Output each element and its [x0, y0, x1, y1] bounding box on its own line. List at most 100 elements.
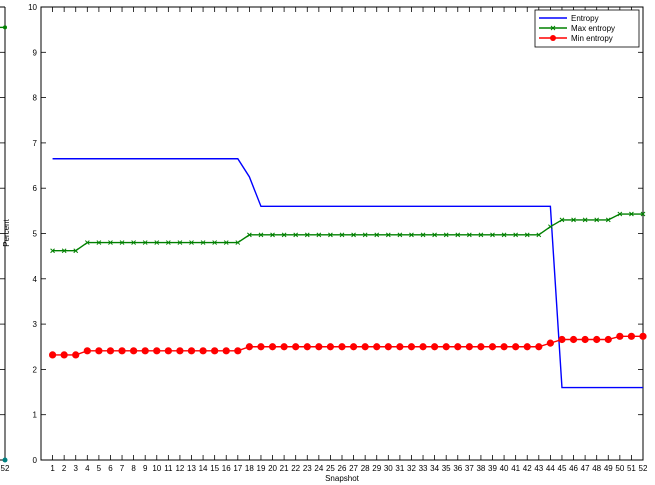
y-tick-label: 5 [33, 230, 38, 239]
data-point [443, 232, 449, 238]
x-tick-label: 25 [326, 464, 335, 473]
x-tick-label: 4 [85, 464, 90, 473]
data-point [177, 240, 183, 245]
data-point [50, 248, 55, 254]
data-point [465, 343, 473, 351]
data-point [385, 232, 391, 238]
marker-stroke [385, 232, 391, 238]
marker-stroke [559, 217, 565, 223]
data-point [211, 347, 219, 355]
data-point [245, 343, 253, 351]
data-point [361, 343, 369, 351]
x-tick-label: 31 [395, 464, 404, 473]
data-point [466, 232, 472, 238]
marker-stroke [513, 232, 519, 238]
x-tick-label: 52 [639, 464, 648, 473]
data-point [268, 343, 277, 351]
x-tick-label: 49 [604, 464, 613, 473]
data-point [454, 343, 462, 351]
x-tick-label: 46 [569, 464, 578, 473]
data-point [212, 240, 218, 245]
marker-stroke [328, 232, 333, 238]
x-tick-label: 9 [143, 464, 148, 473]
data-point [571, 217, 576, 223]
data-point [604, 335, 612, 344]
data-point [349, 343, 358, 351]
data-point [222, 347, 230, 355]
x-tick-label: 40 [500, 464, 509, 473]
data-point [373, 343, 381, 351]
data-point [84, 240, 90, 245]
data-point [455, 232, 461, 238]
x-tick-label: 36 [453, 464, 462, 473]
x-tick-label: 51 [627, 464, 636, 473]
marker-stroke [629, 211, 634, 217]
x-tick-label: 37 [465, 464, 474, 473]
x-tick-label: 34 [430, 464, 439, 473]
y-tick-label: 7 [33, 139, 38, 148]
marker-stroke [281, 232, 287, 238]
data-point [316, 232, 322, 238]
marker-stroke [154, 240, 160, 245]
data-point [362, 232, 368, 238]
x-tick-label: 22 [291, 464, 300, 473]
marker-stroke [84, 240, 90, 245]
data-point [141, 347, 149, 355]
data-point [524, 232, 530, 238]
data-point [442, 343, 450, 351]
marker-stroke [524, 232, 530, 238]
data-point [536, 232, 542, 238]
legend-entry-label: Max entropy [571, 24, 615, 33]
x-tick-label: 7 [120, 464, 125, 473]
marker-stroke [397, 232, 403, 238]
marker-stroke [108, 240, 113, 245]
data-point [108, 240, 113, 245]
data-point [293, 232, 299, 238]
data-point [61, 248, 67, 254]
data-point [581, 335, 589, 344]
x-tick-label: 1 [50, 464, 55, 473]
marker-stroke [478, 232, 484, 238]
data-point [490, 232, 495, 238]
x-tick-label: 23 [303, 464, 312, 473]
x-tick-label: 12 [175, 464, 184, 473]
data-point [142, 240, 148, 245]
x-tick-label: 5 [97, 464, 102, 473]
data-point [247, 232, 252, 238]
data-point [280, 343, 288, 351]
y-tick-label: 10 [28, 3, 37, 12]
data-point [546, 339, 554, 347]
data-point [616, 332, 624, 340]
marker-stroke [409, 232, 414, 238]
data-point [594, 217, 600, 223]
data-point [131, 240, 136, 245]
data-point [407, 343, 416, 351]
marker-stroke [605, 217, 611, 223]
data-point [258, 232, 264, 238]
data-point [95, 347, 103, 355]
marker-stroke [293, 232, 299, 238]
data-point [72, 351, 80, 359]
y-axis-label: Percent [2, 218, 11, 246]
data-point [535, 343, 543, 351]
data-point [164, 347, 172, 355]
partial-x-tick-label: 52 [1, 464, 10, 473]
marker-stroke [374, 232, 380, 238]
data-point [48, 351, 57, 359]
data-point [629, 211, 634, 217]
marker-stroke [73, 248, 79, 254]
data-point [639, 332, 647, 340]
x-tick-label: 13 [187, 464, 196, 473]
data-point [432, 232, 437, 238]
data-point [83, 347, 91, 355]
data-point [270, 232, 275, 238]
data-point [627, 332, 636, 340]
data-point [153, 347, 161, 355]
data-point [351, 232, 356, 238]
data-point [558, 335, 566, 344]
y-tick-label: 9 [33, 48, 38, 57]
x-tick-label: 14 [199, 464, 208, 473]
data-point [223, 240, 229, 245]
x-tick-label: 28 [361, 464, 370, 473]
